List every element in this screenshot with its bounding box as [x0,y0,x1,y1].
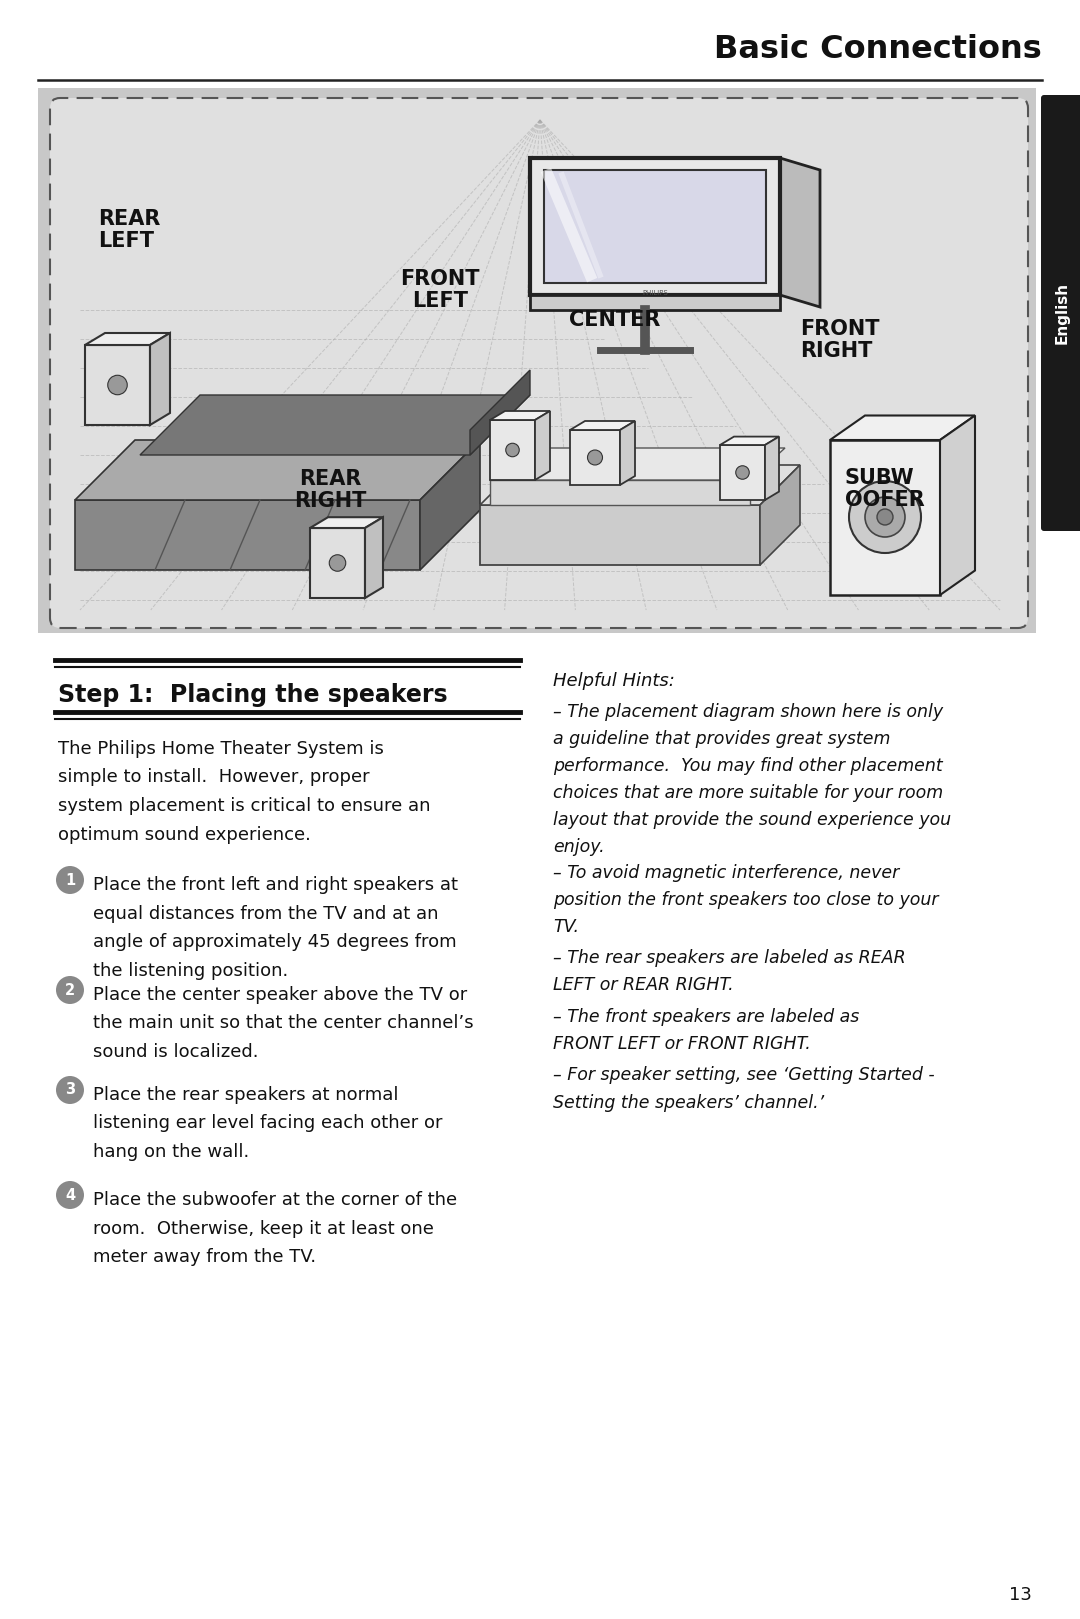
Circle shape [329,555,346,572]
Polygon shape [140,395,530,455]
Text: – To avoid magnetic interference, never
position the front speakers too close to: – To avoid magnetic interference, never … [553,865,939,936]
Circle shape [56,866,84,894]
Text: FRONT
LEFT: FRONT LEFT [401,269,480,311]
Text: REAR
LEFT: REAR LEFT [98,209,160,251]
Polygon shape [720,445,765,500]
Circle shape [56,976,84,1004]
Polygon shape [420,440,480,570]
Text: – For speaker setting, see ‘Getting Started -
Setting the speakers’ channel.’: – For speaker setting, see ‘Getting Star… [553,1067,934,1112]
Text: – The front speakers are labeled as
FRONT LEFT or FRONT RIGHT.: – The front speakers are labeled as FRON… [553,1007,860,1052]
Polygon shape [490,479,750,505]
Polygon shape [310,528,365,597]
Circle shape [877,508,893,525]
Polygon shape [780,159,820,308]
Text: Basic Connections: Basic Connections [714,34,1042,65]
Polygon shape [80,280,1000,610]
Text: Place the rear speakers at normal
listening ear level facing each other or
hang : Place the rear speakers at normal listen… [93,1086,443,1161]
Polygon shape [940,416,975,596]
FancyBboxPatch shape [38,87,1036,633]
Text: PHILIPS: PHILIPS [643,290,667,296]
Text: REAR
RIGHT: REAR RIGHT [294,470,366,512]
FancyBboxPatch shape [50,99,1028,628]
Circle shape [56,1180,84,1209]
Polygon shape [760,465,800,565]
Circle shape [849,481,921,554]
Polygon shape [570,421,635,431]
Polygon shape [620,421,635,486]
Polygon shape [85,334,170,345]
Text: CENTER: CENTER [569,309,661,330]
Text: 4: 4 [65,1187,76,1203]
Text: 1: 1 [65,873,76,887]
Circle shape [735,466,750,479]
Polygon shape [831,440,940,596]
Circle shape [865,497,905,538]
Polygon shape [470,371,530,455]
Text: – The rear speakers are labeled as REAR
LEFT or REAR RIGHT.: – The rear speakers are labeled as REAR … [553,949,906,994]
Text: FRONT
RIGHT: FRONT RIGHT [800,319,879,361]
Text: 13: 13 [1009,1587,1031,1604]
Text: English: English [1054,282,1069,345]
Polygon shape [530,159,780,295]
Text: SUBW: SUBW [845,468,915,487]
Polygon shape [75,500,420,570]
Polygon shape [720,437,779,445]
Polygon shape [490,448,785,479]
Polygon shape [530,295,780,309]
FancyBboxPatch shape [1041,96,1080,531]
Text: – The placement diagram shown here is only
a guideline that provides great syste: – The placement diagram shown here is on… [553,703,951,856]
Circle shape [56,1077,84,1104]
Text: Place the front left and right speakers at
equal distances from the TV and at an: Place the front left and right speakers … [93,876,458,979]
Polygon shape [480,505,760,565]
Circle shape [108,376,127,395]
Polygon shape [765,437,779,500]
Polygon shape [570,431,620,486]
Text: Place the subwoofer at the corner of the
room.  Otherwise, keep it at least one
: Place the subwoofer at the corner of the… [93,1192,457,1266]
Polygon shape [535,411,550,479]
Text: Place the center speaker above the TV or
the main unit so that the center channe: Place the center speaker above the TV or… [93,986,474,1060]
Text: 2: 2 [65,983,76,997]
Polygon shape [75,440,480,500]
Circle shape [588,450,603,465]
Circle shape [505,444,519,457]
Text: 3: 3 [65,1083,76,1098]
Polygon shape [831,416,975,440]
Text: The Philips Home Theater System is
simple to install.  However, proper
system pl: The Philips Home Theater System is simpl… [58,740,431,843]
Text: Helpful Hints:: Helpful Hints: [553,672,675,690]
Polygon shape [480,465,800,505]
Polygon shape [365,516,383,597]
Polygon shape [85,345,150,426]
Polygon shape [490,419,535,479]
Polygon shape [544,170,766,283]
Text: OOFER: OOFER [845,491,924,510]
Polygon shape [490,411,550,419]
Polygon shape [310,516,383,528]
Text: Step 1:  Placing the speakers: Step 1: Placing the speakers [58,683,447,708]
Polygon shape [150,334,170,426]
